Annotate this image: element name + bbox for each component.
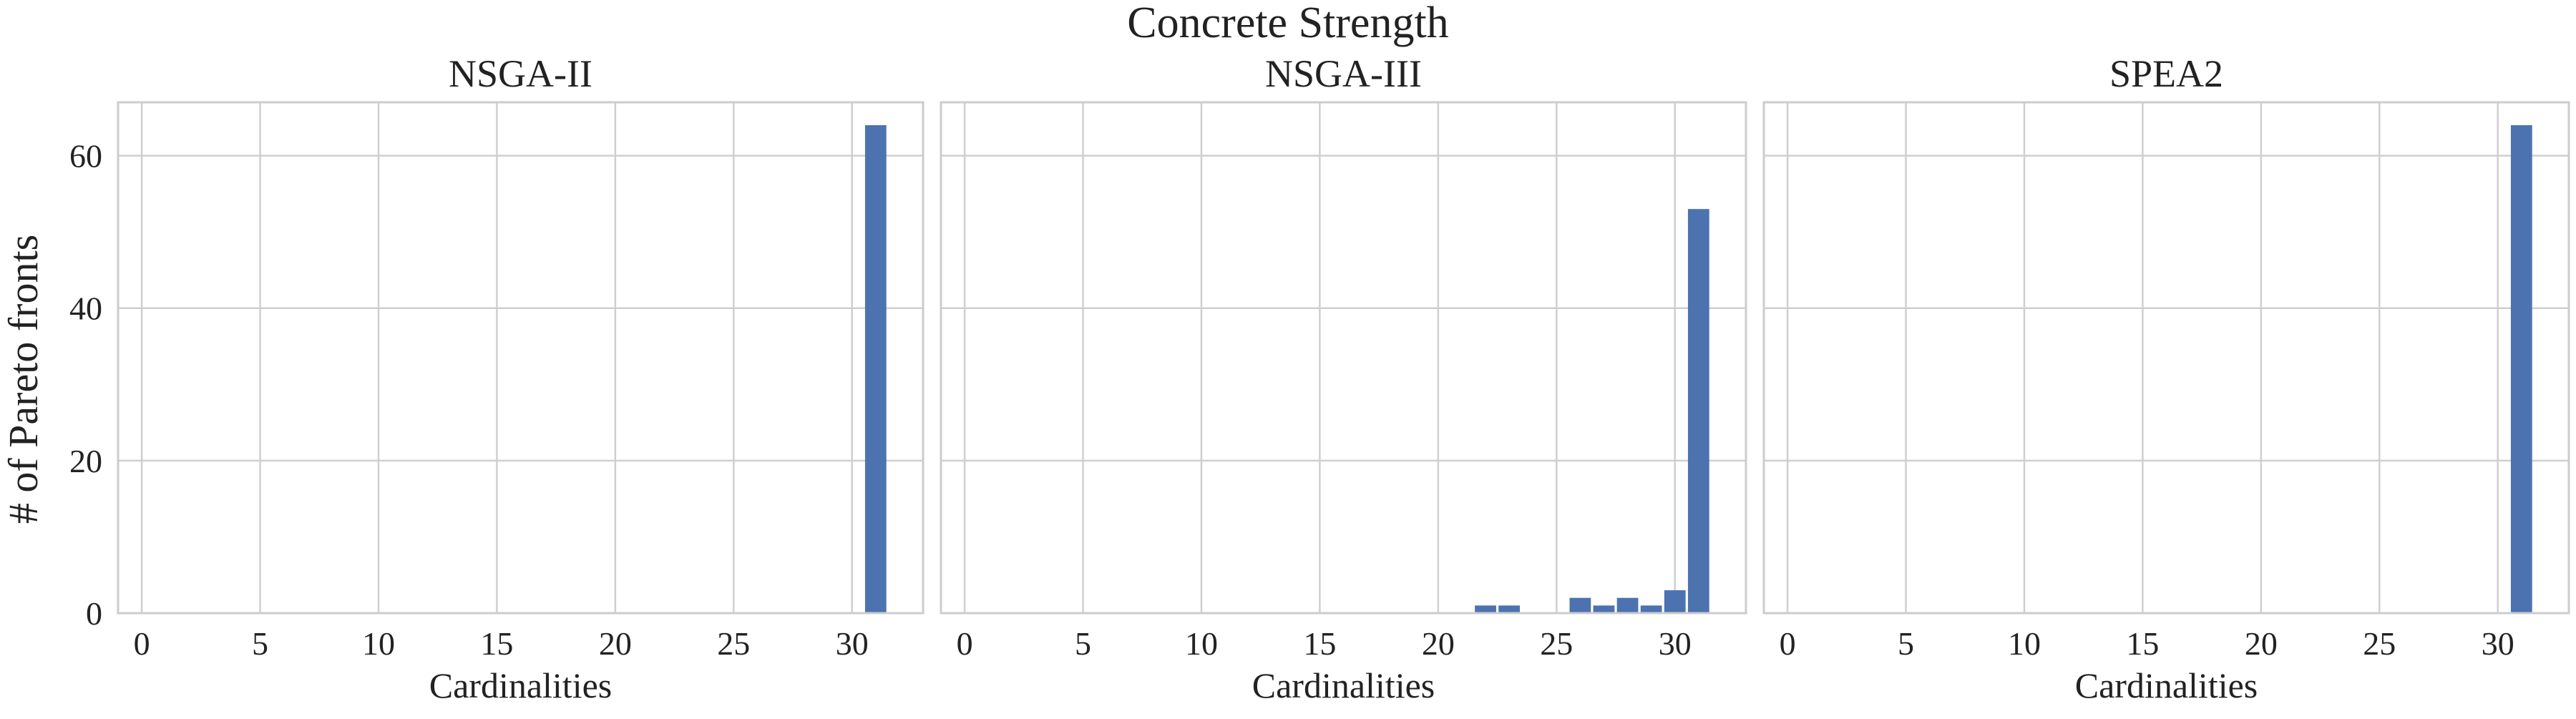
x-tick-label: 20: [1422, 625, 1455, 662]
figure-title: Concrete Strength: [1127, 0, 1448, 47]
panel-2: 0 5 10 15 20 25 30 NSGA-III Cardinalities: [940, 52, 1747, 705]
y-tick-label: 60: [69, 138, 102, 175]
x-axis-label: Cardinalities: [1252, 665, 1435, 705]
x-axis-label: Cardinalities: [2075, 665, 2258, 705]
axes-frame: [1762, 101, 2570, 615]
bar: [1616, 597, 1639, 613]
x-tick-label: 0: [134, 625, 150, 662]
bar: [1498, 605, 1521, 613]
x-tick-label: 25: [2363, 625, 2396, 662]
x-tick-label: 25: [1540, 625, 1573, 662]
x-tick-label: 0: [957, 625, 973, 662]
panels: 0 5 10 15 20 25 300204060NSGA-IICardinalities0…: [69, 52, 2570, 705]
panel-title: NSGA-II: [449, 52, 592, 95]
x-tick-label: 20: [2245, 625, 2278, 662]
bar: [864, 124, 887, 613]
panel-title: SPEA2: [2109, 52, 2223, 95]
axes-frame: [940, 101, 1747, 615]
x-tick-label: 5: [252, 625, 268, 662]
x-tick-label: 15: [480, 625, 513, 662]
x-tick-label: 5: [1898, 625, 1914, 662]
bar: [1664, 590, 1686, 613]
bar: [2510, 124, 2532, 613]
x-tick-label: 10: [1185, 625, 1218, 662]
x-tick-label: 10: [362, 625, 395, 662]
bar: [1640, 605, 1662, 613]
panel-3: 0 5 10 15 20 25 30 SPEA2 Cardinalities: [1762, 52, 2570, 705]
axes-frame: [117, 101, 924, 615]
x-tick-label: 30: [1659, 625, 1692, 662]
y-tick-label: 40: [69, 290, 102, 327]
x-tick-label: 30: [836, 625, 869, 662]
y-tick-label: 0: [86, 595, 102, 632]
bar: [1593, 605, 1615, 613]
bar: [1475, 605, 1496, 613]
panel-title: NSGA-III: [1265, 52, 1422, 95]
x-tick-label: 25: [717, 625, 750, 662]
x-tick-label: 20: [599, 625, 632, 662]
x-tick-label: 15: [1303, 625, 1336, 662]
y-axis-label: # of Pareto fronts: [0, 235, 47, 524]
x-tick-label: 5: [1075, 625, 1091, 662]
x-tick-label: 0: [1780, 625, 1796, 662]
bar: [1569, 597, 1591, 613]
x-tick-label: 15: [2126, 625, 2159, 662]
x-axis-label: Cardinalities: [429, 665, 613, 705]
bar: [1687, 209, 1709, 613]
x-tick-label: 30: [2482, 625, 2514, 662]
panel-1: 0 5 10 15 20 25 30 0 20 40 60 NSGA-II Cardinalities: [69, 52, 924, 705]
y-tick-label: 20: [69, 443, 102, 479]
x-tick-label: 10: [2008, 625, 2041, 662]
